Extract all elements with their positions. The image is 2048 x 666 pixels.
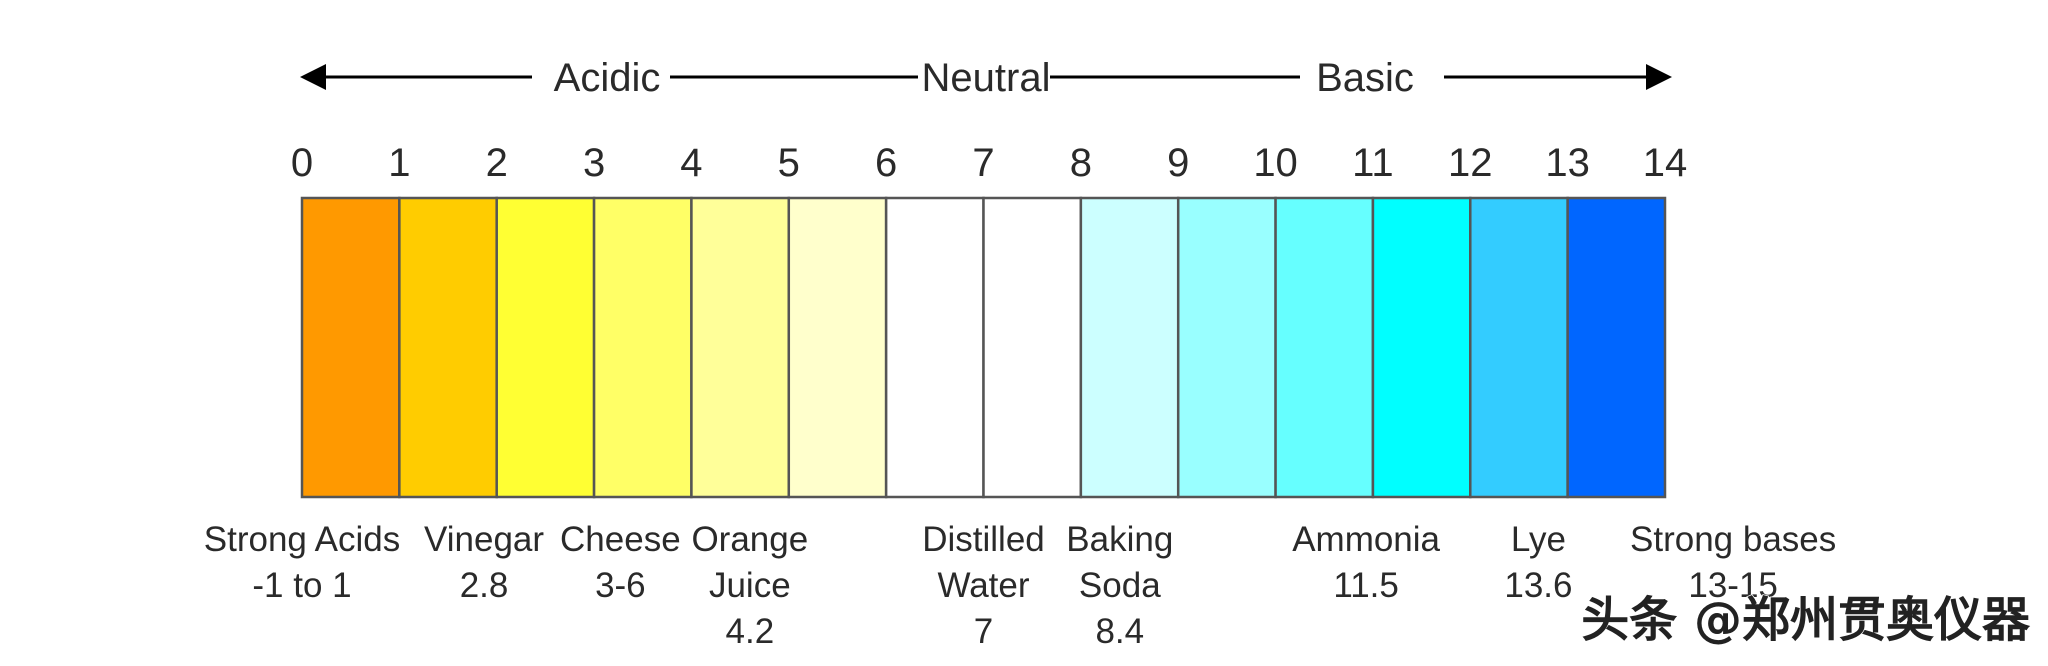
example-cheese: Cheese 3-6: [560, 520, 681, 605]
watermark: 头条 @郑州贯奥仪器: [1581, 592, 2031, 648]
example-vinegar: Vinegar 2.8: [424, 520, 544, 605]
example-strong-bases-line-1: 13-15: [1688, 566, 1778, 605]
tick-label-5: 5: [778, 141, 800, 185]
example-ammonia: Ammonia 11.5: [1292, 520, 1440, 605]
example-lye-line-1: 13.6: [1504, 566, 1572, 605]
tick-label-13: 13: [1545, 141, 1590, 185]
neutral-label: Neutral: [922, 56, 1051, 100]
arrow-head-left-icon: [300, 64, 326, 90]
example-distilled-water-line-0: Distilled: [922, 520, 1045, 559]
example-ammonia-line-0: Ammonia: [1292, 520, 1440, 559]
ph-segment-0: [300, 196, 401, 499]
example-baking-soda: Baking Soda 8.4: [1066, 520, 1173, 651]
example-strong-acids-line-1: -1 to 1: [252, 566, 351, 605]
example-lye-line-0: Lye: [1511, 520, 1566, 559]
tick-label-2: 2: [486, 141, 508, 185]
example-baking-soda-line-2: 8.4: [1095, 612, 1144, 651]
basic-label: Basic: [1316, 56, 1414, 100]
tick-label-14: 14: [1643, 141, 1688, 185]
tick-label-11: 11: [1352, 141, 1394, 185]
example-vinegar-line-0: Vinegar: [424, 520, 544, 559]
ph-segment-12: [1469, 196, 1569, 499]
example-strong-acids: Strong Acids -1 to 1: [204, 520, 401, 605]
tick-label-12: 12: [1448, 141, 1493, 185]
ph-segment-2: [495, 196, 596, 499]
acidity-arrow: Acidic Neutral Basic: [300, 56, 1672, 100]
example-strong-acids-line-0: Strong Acids: [204, 520, 401, 559]
tick-label-9: 9: [1167, 141, 1189, 185]
tick-label-0: 0: [291, 141, 313, 185]
ph-color-bar: [300, 196, 1667, 499]
ph-segment-4: [690, 196, 791, 499]
example-ammonia-line-1: 11.5: [1333, 566, 1399, 605]
ph-segment-9: [1176, 196, 1277, 499]
example-vinegar-line-1: 2.8: [460, 566, 509, 605]
example-distilled-water-line-1: Water: [937, 566, 1029, 605]
tick-label-8: 8: [1070, 141, 1092, 185]
example-strong-bases: Strong bases 13-15: [1630, 520, 1836, 605]
tick-label-6: 6: [875, 141, 897, 185]
tick-label-3: 3: [583, 141, 605, 185]
example-orange-juice-line-1: Juice: [709, 566, 791, 605]
example-orange-juice: Orange Juice 4.2: [691, 520, 808, 651]
example-baking-soda-line-0: Baking: [1066, 520, 1173, 559]
acidic-label: Acidic: [554, 56, 661, 100]
ph-tick-labels: 0 1 2 3 4 5 6 7 8 9 10 11 12 13 14: [291, 141, 1687, 185]
arrow-head-right-icon: [1646, 64, 1672, 90]
example-orange-juice-line-2: 4.2: [726, 612, 775, 651]
ph-segment-5: [787, 196, 888, 499]
example-substances: Strong Acids -1 to 1 Vinegar 2.8 Cheese 3-6 Or…: [204, 520, 1837, 651]
ph-segment-10: [1274, 196, 1375, 499]
ph-segment-3: [592, 196, 693, 499]
example-cheese-line-0: Cheese: [560, 520, 681, 559]
ph-segment-11: [1371, 196, 1472, 499]
tick-label-1: 1: [388, 141, 410, 185]
ph-segment-13: [1566, 196, 1667, 499]
ph-segment-1: [398, 196, 498, 499]
example-distilled-water-line-2: 7: [974, 612, 993, 651]
tick-label-10: 10: [1253, 141, 1298, 185]
tick-label-4: 4: [680, 141, 702, 185]
example-baking-soda-line-1: Soda: [1079, 566, 1161, 605]
ph-segment-7: [982, 196, 1083, 499]
ph-segment-8: [1079, 196, 1180, 499]
tick-label-7: 7: [972, 141, 994, 185]
example-cheese-line-1: 3-6: [595, 566, 646, 605]
example-strong-bases-line-0: Strong bases: [1630, 520, 1836, 559]
example-lye: Lye 13.6: [1504, 520, 1572, 605]
ph-segment-6: [884, 196, 985, 499]
example-orange-juice-line-0: Orange: [691, 520, 808, 559]
example-distilled-water: Distilled Water 7: [922, 520, 1045, 651]
